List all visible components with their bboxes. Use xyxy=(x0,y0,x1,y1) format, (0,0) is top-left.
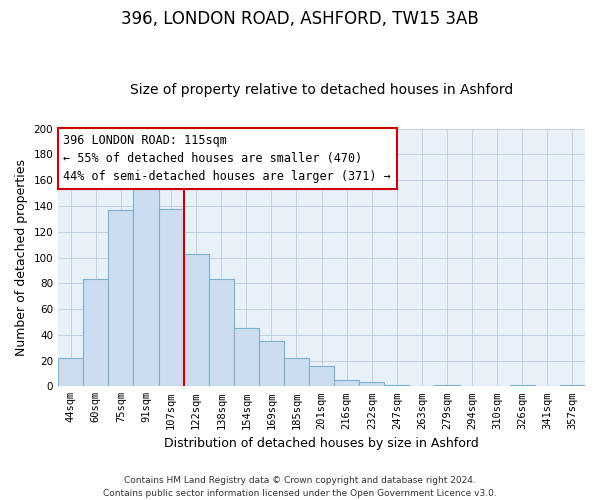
Bar xyxy=(359,382,385,386)
Bar xyxy=(510,385,535,386)
Text: Contains HM Land Registry data © Crown copyright and database right 2024.
Contai: Contains HM Land Registry data © Crown c… xyxy=(103,476,497,498)
Bar xyxy=(309,366,334,386)
Bar xyxy=(334,380,359,386)
Bar xyxy=(385,385,409,386)
Y-axis label: Number of detached properties: Number of detached properties xyxy=(15,159,28,356)
Bar xyxy=(83,280,109,386)
Bar xyxy=(234,328,259,386)
Title: Size of property relative to detached houses in Ashford: Size of property relative to detached ho… xyxy=(130,83,513,97)
X-axis label: Distribution of detached houses by size in Ashford: Distribution of detached houses by size … xyxy=(164,437,479,450)
Bar xyxy=(434,385,460,386)
Bar xyxy=(58,358,83,386)
Text: 396, LONDON ROAD, ASHFORD, TW15 3AB: 396, LONDON ROAD, ASHFORD, TW15 3AB xyxy=(121,10,479,28)
Bar xyxy=(259,341,284,386)
Bar xyxy=(109,210,133,386)
Bar xyxy=(209,280,234,386)
Bar xyxy=(133,184,158,386)
Text: 396 LONDON ROAD: 115sqm
← 55% of detached houses are smaller (470)
44% of semi-d: 396 LONDON ROAD: 115sqm ← 55% of detache… xyxy=(64,134,391,183)
Bar xyxy=(158,208,184,386)
Bar xyxy=(284,358,309,386)
Bar xyxy=(560,385,585,386)
Bar xyxy=(184,254,209,386)
